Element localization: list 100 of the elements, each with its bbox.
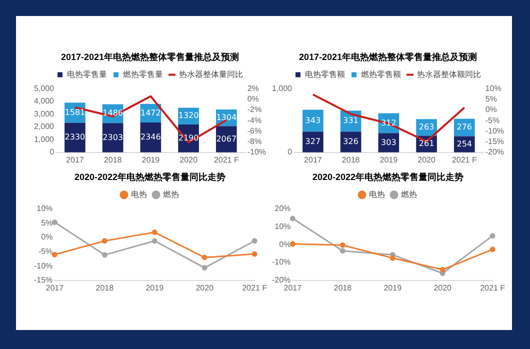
bar bbox=[302, 132, 324, 152]
chart-title: 2017-2021年电热燃热整体零售量推总及预测 bbox=[298, 52, 478, 62]
legend-label: 电热 bbox=[131, 190, 147, 200]
point bbox=[52, 252, 58, 258]
point bbox=[102, 252, 108, 258]
y-tick-label: 4,000 bbox=[34, 96, 55, 106]
point bbox=[202, 265, 208, 271]
y2-tick-label: -15% bbox=[485, 137, 504, 146]
y-tick-label: -10% bbox=[272, 258, 291, 267]
x-tick-label: 2020 bbox=[196, 283, 214, 292]
data-label: 2330 bbox=[64, 132, 86, 142]
y-tick-label: 0 bbox=[288, 148, 293, 157]
y-tick-label: 1,000 bbox=[272, 84, 293, 94]
y2-tick-label: -8% bbox=[247, 137, 262, 146]
legend-label: 燃热 bbox=[401, 190, 417, 200]
data-label: 1472 bbox=[140, 108, 161, 118]
y-tick-label: 10% bbox=[274, 222, 291, 231]
legend-label: 燃热 bbox=[163, 190, 179, 200]
x-tick-label: 2020 bbox=[434, 283, 452, 292]
data-label: 276 bbox=[456, 122, 472, 132]
y-tick-label: -5% bbox=[38, 246, 53, 256]
point bbox=[152, 230, 158, 236]
data-label: 303 bbox=[381, 138, 396, 147]
y-tick-label: 2,000 bbox=[34, 122, 55, 132]
legend-label: 电热 bbox=[369, 190, 385, 200]
x-tick-label: 2021 F bbox=[480, 283, 506, 292]
data-label: 261 bbox=[418, 139, 434, 148]
x-tick-label: 2021 F bbox=[242, 283, 268, 292]
x-tick-label: 2019 bbox=[384, 283, 402, 292]
data-label: 1320 bbox=[178, 111, 199, 120]
point bbox=[390, 255, 396, 261]
point bbox=[490, 246, 496, 252]
y-tick-label: 3,000 bbox=[34, 109, 55, 118]
point bbox=[340, 242, 346, 248]
data-label: 1581 bbox=[64, 108, 86, 117]
y-tick-label: -10% bbox=[34, 261, 53, 270]
y-tick-label: 1,000 bbox=[34, 134, 55, 144]
y2-tick-label: -4% bbox=[247, 116, 262, 125]
x-tick-label: 2017 bbox=[46, 283, 64, 292]
x-tick-label: 2019 bbox=[146, 283, 164, 292]
legend-label: 电热零售量 bbox=[67, 70, 107, 80]
data-label: 343 bbox=[305, 116, 321, 125]
data-label: 2067 bbox=[216, 134, 237, 144]
y2-tick-label: -2% bbox=[247, 105, 262, 114]
x-tick-label: 2017 bbox=[284, 283, 302, 292]
y2-tick-label: -10% bbox=[247, 148, 266, 157]
x-tick-label: 2021 F bbox=[452, 155, 477, 164]
y-tick-label: -20% bbox=[272, 276, 291, 285]
x-tick-label: 2018 bbox=[342, 155, 360, 164]
y2-tick-label: -5% bbox=[485, 116, 500, 125]
x-tick-label: 2019 bbox=[142, 155, 160, 164]
data-label: 326 bbox=[343, 137, 358, 146]
point bbox=[102, 238, 108, 244]
x-tick-label: 2021 F bbox=[214, 155, 239, 164]
chart-title: 2017-2021年电热燃热整体零售量推总及预测 bbox=[60, 52, 240, 62]
y-tick-label: 0% bbox=[279, 240, 291, 249]
y2-tick-label: -20% bbox=[485, 148, 504, 157]
x-tick-label: 2019 bbox=[380, 155, 398, 164]
y-tick-label: 5,000 bbox=[34, 84, 55, 94]
y2-tick-label: 0% bbox=[247, 94, 259, 104]
legend-label: 热水器整体额同比 bbox=[417, 70, 481, 80]
legend-label: 燃热零售量 bbox=[123, 70, 163, 80]
y2-tick-label: 0% bbox=[485, 105, 497, 114]
data-label: 327 bbox=[305, 137, 321, 146]
point bbox=[290, 216, 296, 222]
point bbox=[252, 251, 258, 257]
y2-tick-label: 2% bbox=[247, 84, 259, 94]
point bbox=[490, 233, 496, 239]
data-label: 263 bbox=[418, 122, 434, 132]
y2-tick-label: -10% bbox=[485, 126, 504, 136]
y-tick-label: -15% bbox=[34, 276, 53, 285]
legend-label: 热水器整体量同比 bbox=[179, 70, 243, 80]
x-tick-label: 2018 bbox=[104, 155, 122, 164]
x-tick-label: 2018 bbox=[334, 283, 352, 292]
y-tick-label: 10% bbox=[36, 204, 53, 214]
y-tick-label: 20% bbox=[274, 204, 291, 214]
x-tick-label: 2020 bbox=[418, 155, 436, 164]
point bbox=[440, 266, 446, 272]
point bbox=[202, 254, 208, 260]
data-label: 1304 bbox=[216, 112, 237, 122]
x-tick-label: 2018 bbox=[96, 283, 114, 292]
chart-title: 2020-2022年电热燃热零售量同比走势 bbox=[74, 172, 226, 182]
x-tick-label: 2020 bbox=[180, 155, 198, 164]
y2-tick-label: 10% bbox=[485, 84, 502, 94]
point bbox=[252, 238, 258, 244]
y2-tick-label: 5% bbox=[485, 94, 497, 104]
data-label: 2303 bbox=[102, 132, 123, 142]
point bbox=[152, 238, 158, 244]
y-tick-label: 0% bbox=[41, 232, 53, 242]
x-tick-label: 2017 bbox=[66, 155, 84, 164]
data-label: 254 bbox=[456, 139, 472, 148]
point bbox=[340, 248, 346, 254]
data-label: 331 bbox=[343, 116, 358, 126]
data-label: 2346 bbox=[140, 132, 161, 142]
legend-label: 燃热零售额 bbox=[361, 70, 401, 80]
x-tick-label: 2017 bbox=[304, 155, 322, 164]
y-tick-label: 5% bbox=[41, 218, 53, 228]
legend-label: 电热零售额 bbox=[305, 70, 345, 80]
y2-tick-label: -6% bbox=[247, 126, 262, 136]
y-tick-label: 0 bbox=[50, 148, 55, 157]
